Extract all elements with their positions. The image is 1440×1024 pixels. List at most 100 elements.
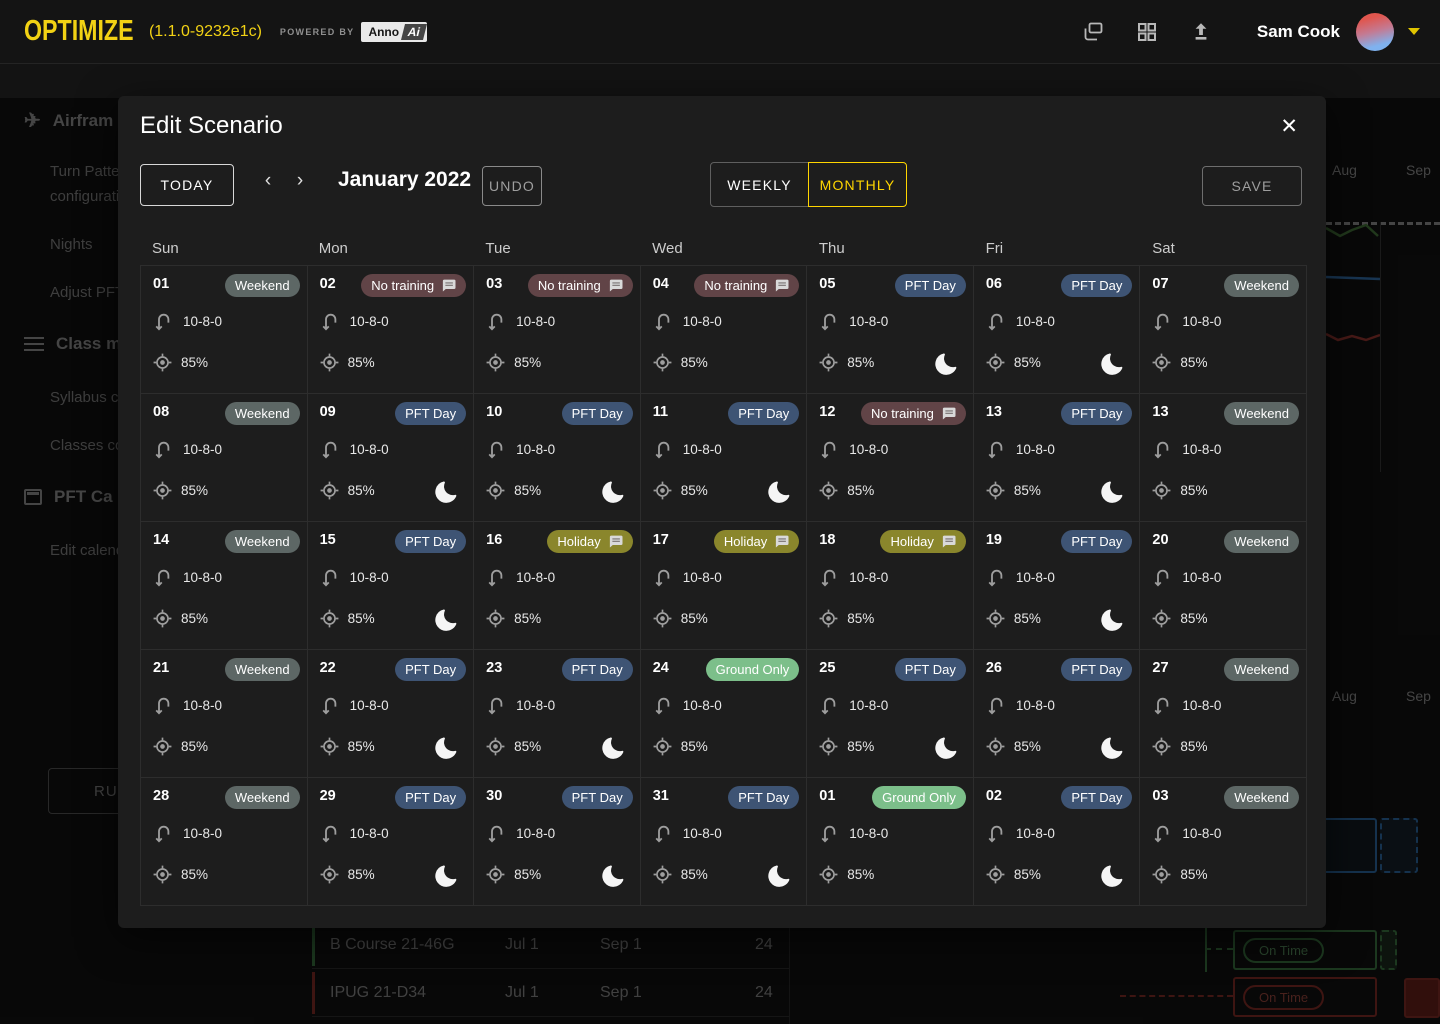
day-type-badge[interactable]: Weekend	[1224, 530, 1299, 553]
save-button[interactable]: SAVE	[1202, 166, 1302, 206]
day-type-badge[interactable]: Holiday	[880, 530, 966, 553]
day-cell[interactable]: 06 PFT Day 10-8-0 85%	[973, 266, 1141, 394]
turn-pattern-value: 10-8-0	[849, 570, 889, 585]
day-cell[interactable]: 02 No training 10-8-0 85%	[307, 266, 475, 394]
day-type-badge[interactable]: PFT Day	[1061, 402, 1133, 425]
day-cell[interactable]: 28 Weekend 10-8-0 85%	[141, 778, 308, 906]
day-type-badge[interactable]: PFT Day	[561, 786, 633, 809]
day-cell[interactable]: 09 PFT Day 10-8-0 85%	[307, 394, 475, 522]
day-type-badge[interactable]: Weekend	[1224, 274, 1299, 297]
day-type-badge[interactable]: PFT Day	[894, 274, 966, 297]
day-type-badge[interactable]: Holiday	[713, 530, 800, 553]
day-type-badge[interactable]: PFT Day	[1061, 786, 1133, 809]
day-cell[interactable]: 21 Weekend 10-8-0 85%	[141, 650, 308, 778]
day-type-badge[interactable]: No training	[694, 274, 800, 297]
day-type-badge[interactable]: Weekend	[1224, 658, 1299, 681]
badge-label: PFT Day	[405, 534, 457, 549]
day-type-badge[interactable]: PFT Day	[728, 402, 800, 425]
day-cell[interactable]: 19 PFT Day 10-8-0 85%	[973, 522, 1141, 650]
monthly-tab[interactable]: MONTHLY	[808, 162, 907, 207]
turn-pattern-row: 10-8-0	[485, 566, 555, 589]
badge-label: PFT Day	[1071, 662, 1123, 677]
windows-stack-icon[interactable]	[1081, 20, 1105, 44]
day-type-badge[interactable]: Weekend	[1224, 402, 1299, 425]
day-number: 04	[652, 276, 669, 292]
night-moon-icon	[1101, 609, 1123, 631]
day-cell[interactable]: 20 Weekend 10-8-0 85%	[1140, 522, 1307, 650]
day-cell[interactable]: 18 Holiday 10-8-0 85%	[807, 522, 974, 650]
day-cell[interactable]: 01 Weekend 10-8-0 85%	[141, 266, 308, 394]
day-type-badge[interactable]: PFT Day	[395, 402, 467, 425]
turn-pattern-value: 10-8-0	[1015, 314, 1055, 329]
day-type-badge[interactable]: Weekend	[224, 658, 300, 681]
day-cell[interactable]: 03 Weekend 10-8-0 85%	[1140, 778, 1307, 906]
turn-pattern-icon	[821, 697, 836, 715]
day-type-badge[interactable]: Ground Only	[872, 786, 966, 809]
day-cell[interactable]: 05 PFT Day 10-8-0 85%	[807, 266, 974, 394]
close-icon[interactable]: ✕	[1280, 115, 1298, 138]
day-type-badge[interactable]: No training	[860, 402, 966, 425]
day-type-badge[interactable]: PFT Day	[1061, 530, 1133, 553]
day-type-badge[interactable]: Weekend	[224, 274, 300, 297]
weekly-tab[interactable]: WEEKLY	[710, 162, 809, 207]
day-type-badge[interactable]: Ground Only	[705, 658, 800, 681]
day-cell[interactable]: 23 PFT Day 10-8-0 85%	[474, 650, 641, 778]
badge-label: PFT Day	[904, 662, 956, 677]
day-cell[interactable]: 31 PFT Day 10-8-0 85%	[640, 778, 808, 906]
day-cell[interactable]: 27 Weekend 10-8-0 85%	[1140, 650, 1307, 778]
day-type-badge[interactable]: PFT Day	[395, 658, 467, 681]
day-cell[interactable]: 12 No training 10-8-0 85%	[807, 394, 974, 522]
day-type-badge[interactable]: PFT Day	[728, 786, 800, 809]
day-cell[interactable]: 25 PFT Day 10-8-0 85%	[807, 650, 974, 778]
grid-view-icon[interactable]	[1135, 20, 1159, 44]
day-type-badge[interactable]: No training	[527, 274, 633, 297]
day-cell[interactable]: 24 Ground Only 10-8-0 85%	[640, 650, 808, 778]
day-type-badge[interactable]: No training	[361, 274, 467, 297]
day-cell[interactable]: 13 Weekend 10-8-0 85%	[1140, 394, 1307, 522]
day-cell[interactable]: 07 Weekend 10-8-0 85%	[1140, 266, 1307, 394]
day-cell[interactable]: 17 Holiday 10-8-0 85%	[640, 522, 808, 650]
day-type-badge[interactable]: PFT Day	[1061, 658, 1133, 681]
pft-target-icon	[320, 481, 338, 500]
day-type-badge[interactable]: Weekend	[1224, 786, 1299, 809]
badge-label: Holiday	[890, 534, 934, 549]
day-cell[interactable]: 08 Weekend 10-8-0 85%	[141, 394, 308, 522]
day-cell[interactable]: 02 PFT Day 10-8-0 85%	[973, 778, 1141, 906]
day-type-badge[interactable]: PFT Day	[1061, 274, 1133, 297]
pft-target-icon	[653, 481, 672, 500]
day-type-badge[interactable]: PFT Day	[395, 786, 467, 809]
pft-percent-value: 85%	[514, 611, 542, 626]
avatar[interactable]	[1356, 12, 1394, 51]
next-month-icon[interactable]: ›	[296, 170, 304, 191]
turn-pattern-row: 10-8-0	[485, 310, 555, 333]
user-name: Sam Cook	[1256, 21, 1340, 41]
night-moon-icon	[435, 609, 457, 631]
undo-button[interactable]: UNDO	[482, 166, 542, 206]
day-cell[interactable]: 13 PFT Day 10-8-0 85%	[973, 394, 1141, 522]
day-type-badge[interactable]: Weekend	[224, 530, 300, 553]
day-type-badge[interactable]: PFT Day	[395, 530, 467, 553]
upload-icon[interactable]	[1189, 20, 1213, 44]
prev-month-icon[interactable]: ‹	[264, 170, 272, 191]
day-cell[interactable]: 10 PFT Day 10-8-0 85%	[474, 394, 641, 522]
day-type-badge[interactable]: PFT Day	[561, 658, 633, 681]
day-type-badge[interactable]: Holiday	[547, 530, 633, 553]
today-button[interactable]: TODAY	[140, 164, 234, 206]
weekday-label: Wed	[652, 240, 683, 257]
day-cell[interactable]: 11 PFT Day 10-8-0 85%	[640, 394, 808, 522]
chevron-down-icon[interactable]	[1408, 28, 1420, 35]
day-cell[interactable]: 01 Ground Only 10-8-0 85%	[807, 778, 974, 906]
day-cell[interactable]: 30 PFT Day 10-8-0 85%	[474, 778, 641, 906]
day-cell[interactable]: 26 PFT Day 10-8-0 85%	[973, 650, 1141, 778]
day-cell[interactable]: 16 Holiday 10-8-0 85%	[474, 522, 641, 650]
day-type-badge[interactable]: Weekend	[224, 786, 300, 809]
day-cell[interactable]: 04 No training 10-8-0 85%	[640, 266, 808, 394]
day-cell[interactable]: 14 Weekend 10-8-0 85%	[141, 522, 308, 650]
day-cell[interactable]: 22 PFT Day 10-8-0 85%	[307, 650, 475, 778]
day-type-badge[interactable]: Weekend	[224, 402, 300, 425]
day-cell[interactable]: 15 PFT Day 10-8-0 85%	[307, 522, 475, 650]
day-cell[interactable]: 29 PFT Day 10-8-0 85%	[307, 778, 475, 906]
day-cell[interactable]: 03 No training 10-8-0 85%	[474, 266, 641, 394]
day-type-badge[interactable]: PFT Day	[561, 402, 633, 425]
day-type-badge[interactable]: PFT Day	[894, 658, 966, 681]
